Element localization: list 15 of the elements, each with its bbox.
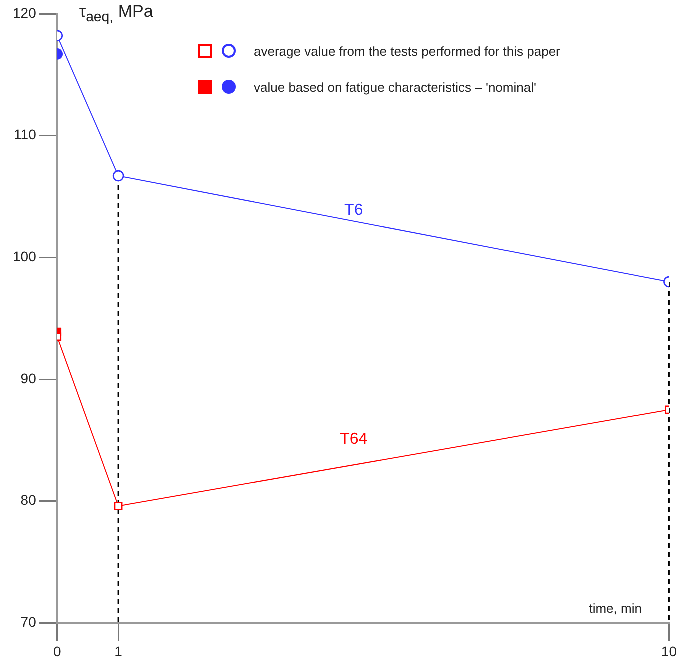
x-axis-title: time, min (589, 601, 642, 616)
y-axis-title: τ$_{aeq,}$ MPa (79, 2, 154, 26)
y-tick-label: 90 (20, 370, 37, 386)
x-tick-label: 1 (114, 643, 123, 660)
series-label: T6 (344, 202, 364, 220)
y-tick-label: 110 (14, 126, 37, 143)
x-tick-label: 0 (53, 643, 62, 660)
y-tick-label: 120 (13, 4, 37, 21)
x-tick-label: 10 (661, 643, 678, 660)
annotation: value based on fatigue characteristics – 'nominal' (254, 80, 536, 94)
y-tick-label: 100 (13, 248, 37, 265)
annotation: average value from the tests performed for this paper (254, 44, 560, 58)
series-label: T64 (340, 431, 368, 448)
y-tick-label: 80 (20, 492, 37, 508)
y-tick-label: 70 (20, 614, 37, 630)
